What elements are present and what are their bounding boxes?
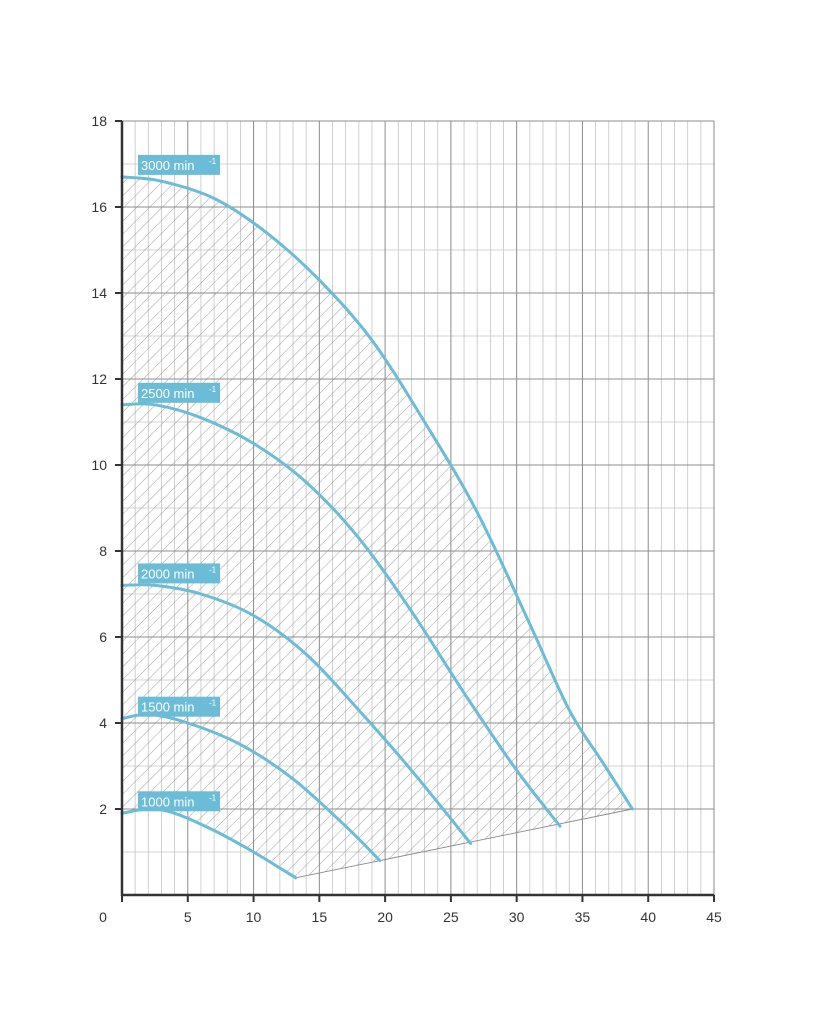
x-tick-label: 30 — [509, 909, 525, 925]
x-tick-label: 10 — [246, 909, 262, 925]
x-tick-label: 40 — [640, 909, 656, 925]
x-tick-label: 5 — [184, 909, 192, 925]
curve-label-superscript: -1 — [209, 385, 217, 394]
axes: 0 5 10 15 20 25 30 35 40 45 2 4 6 8 10 12 14 16 18 — [91, 113, 722, 925]
y-tick-label: 6 — [99, 629, 107, 645]
y-tick-label: 8 — [99, 543, 107, 559]
x-tick-label: 45 — [706, 909, 722, 925]
curve-label-bg — [138, 696, 220, 717]
curve-label-text: 3000 min — [141, 158, 194, 173]
curve-label-text: 1000 min — [141, 794, 194, 809]
operating-area — [122, 176, 633, 879]
curve-label-superscript: -1 — [209, 793, 217, 802]
x-tick-label: 25 — [443, 909, 459, 925]
curve-label-text: 1500 min — [141, 700, 194, 715]
speed-curve-1 — [120, 402, 562, 828]
operating-area-boundary — [295, 808, 633, 879]
curve-label-1: 2500 min -1 — [138, 382, 220, 403]
curve-label-2: 2000 min -1 — [138, 563, 220, 584]
y-tick-label: 4 — [99, 715, 107, 731]
curve-label-superscript: -1 — [209, 565, 217, 574]
x-tick-label: 15 — [312, 909, 328, 925]
speed-curve-2 — [120, 583, 473, 845]
y-tick-label: 2 — [99, 801, 107, 817]
curve-labels: 3000 min -1 2500 min -1 2000 min -1 1500 min -1… — [138, 154, 220, 812]
x-tick-label: 0 — [99, 909, 107, 925]
speed-curve-0 — [120, 175, 634, 811]
y-tick-label: 10 — [91, 457, 107, 473]
x-tick-label: 20 — [377, 909, 393, 925]
curve-label-0: 3000 min -1 — [138, 154, 220, 175]
curve-label-text: 2500 min — [141, 386, 194, 401]
curve-label-superscript: -1 — [209, 699, 217, 708]
y-tick-label: 12 — [91, 371, 107, 387]
curve-label-3: 1500 min -1 — [138, 696, 220, 717]
curve-label-superscript: -1 — [209, 157, 217, 166]
y-tick-label: 14 — [91, 285, 107, 301]
curve-label-bg — [138, 154, 220, 175]
curve-label-4: 1000 min -1 — [138, 791, 220, 812]
x-tick-label: 35 — [575, 909, 591, 925]
curve-label-bg — [138, 563, 220, 584]
operating-area-hatch — [122, 176, 633, 878]
y-tick-label: 18 — [91, 113, 107, 129]
curve-label-bg — [138, 382, 220, 403]
y-tick-label: 16 — [91, 199, 107, 215]
curve-label-bg — [138, 791, 220, 812]
curve-label-text: 2000 min — [141, 566, 194, 581]
